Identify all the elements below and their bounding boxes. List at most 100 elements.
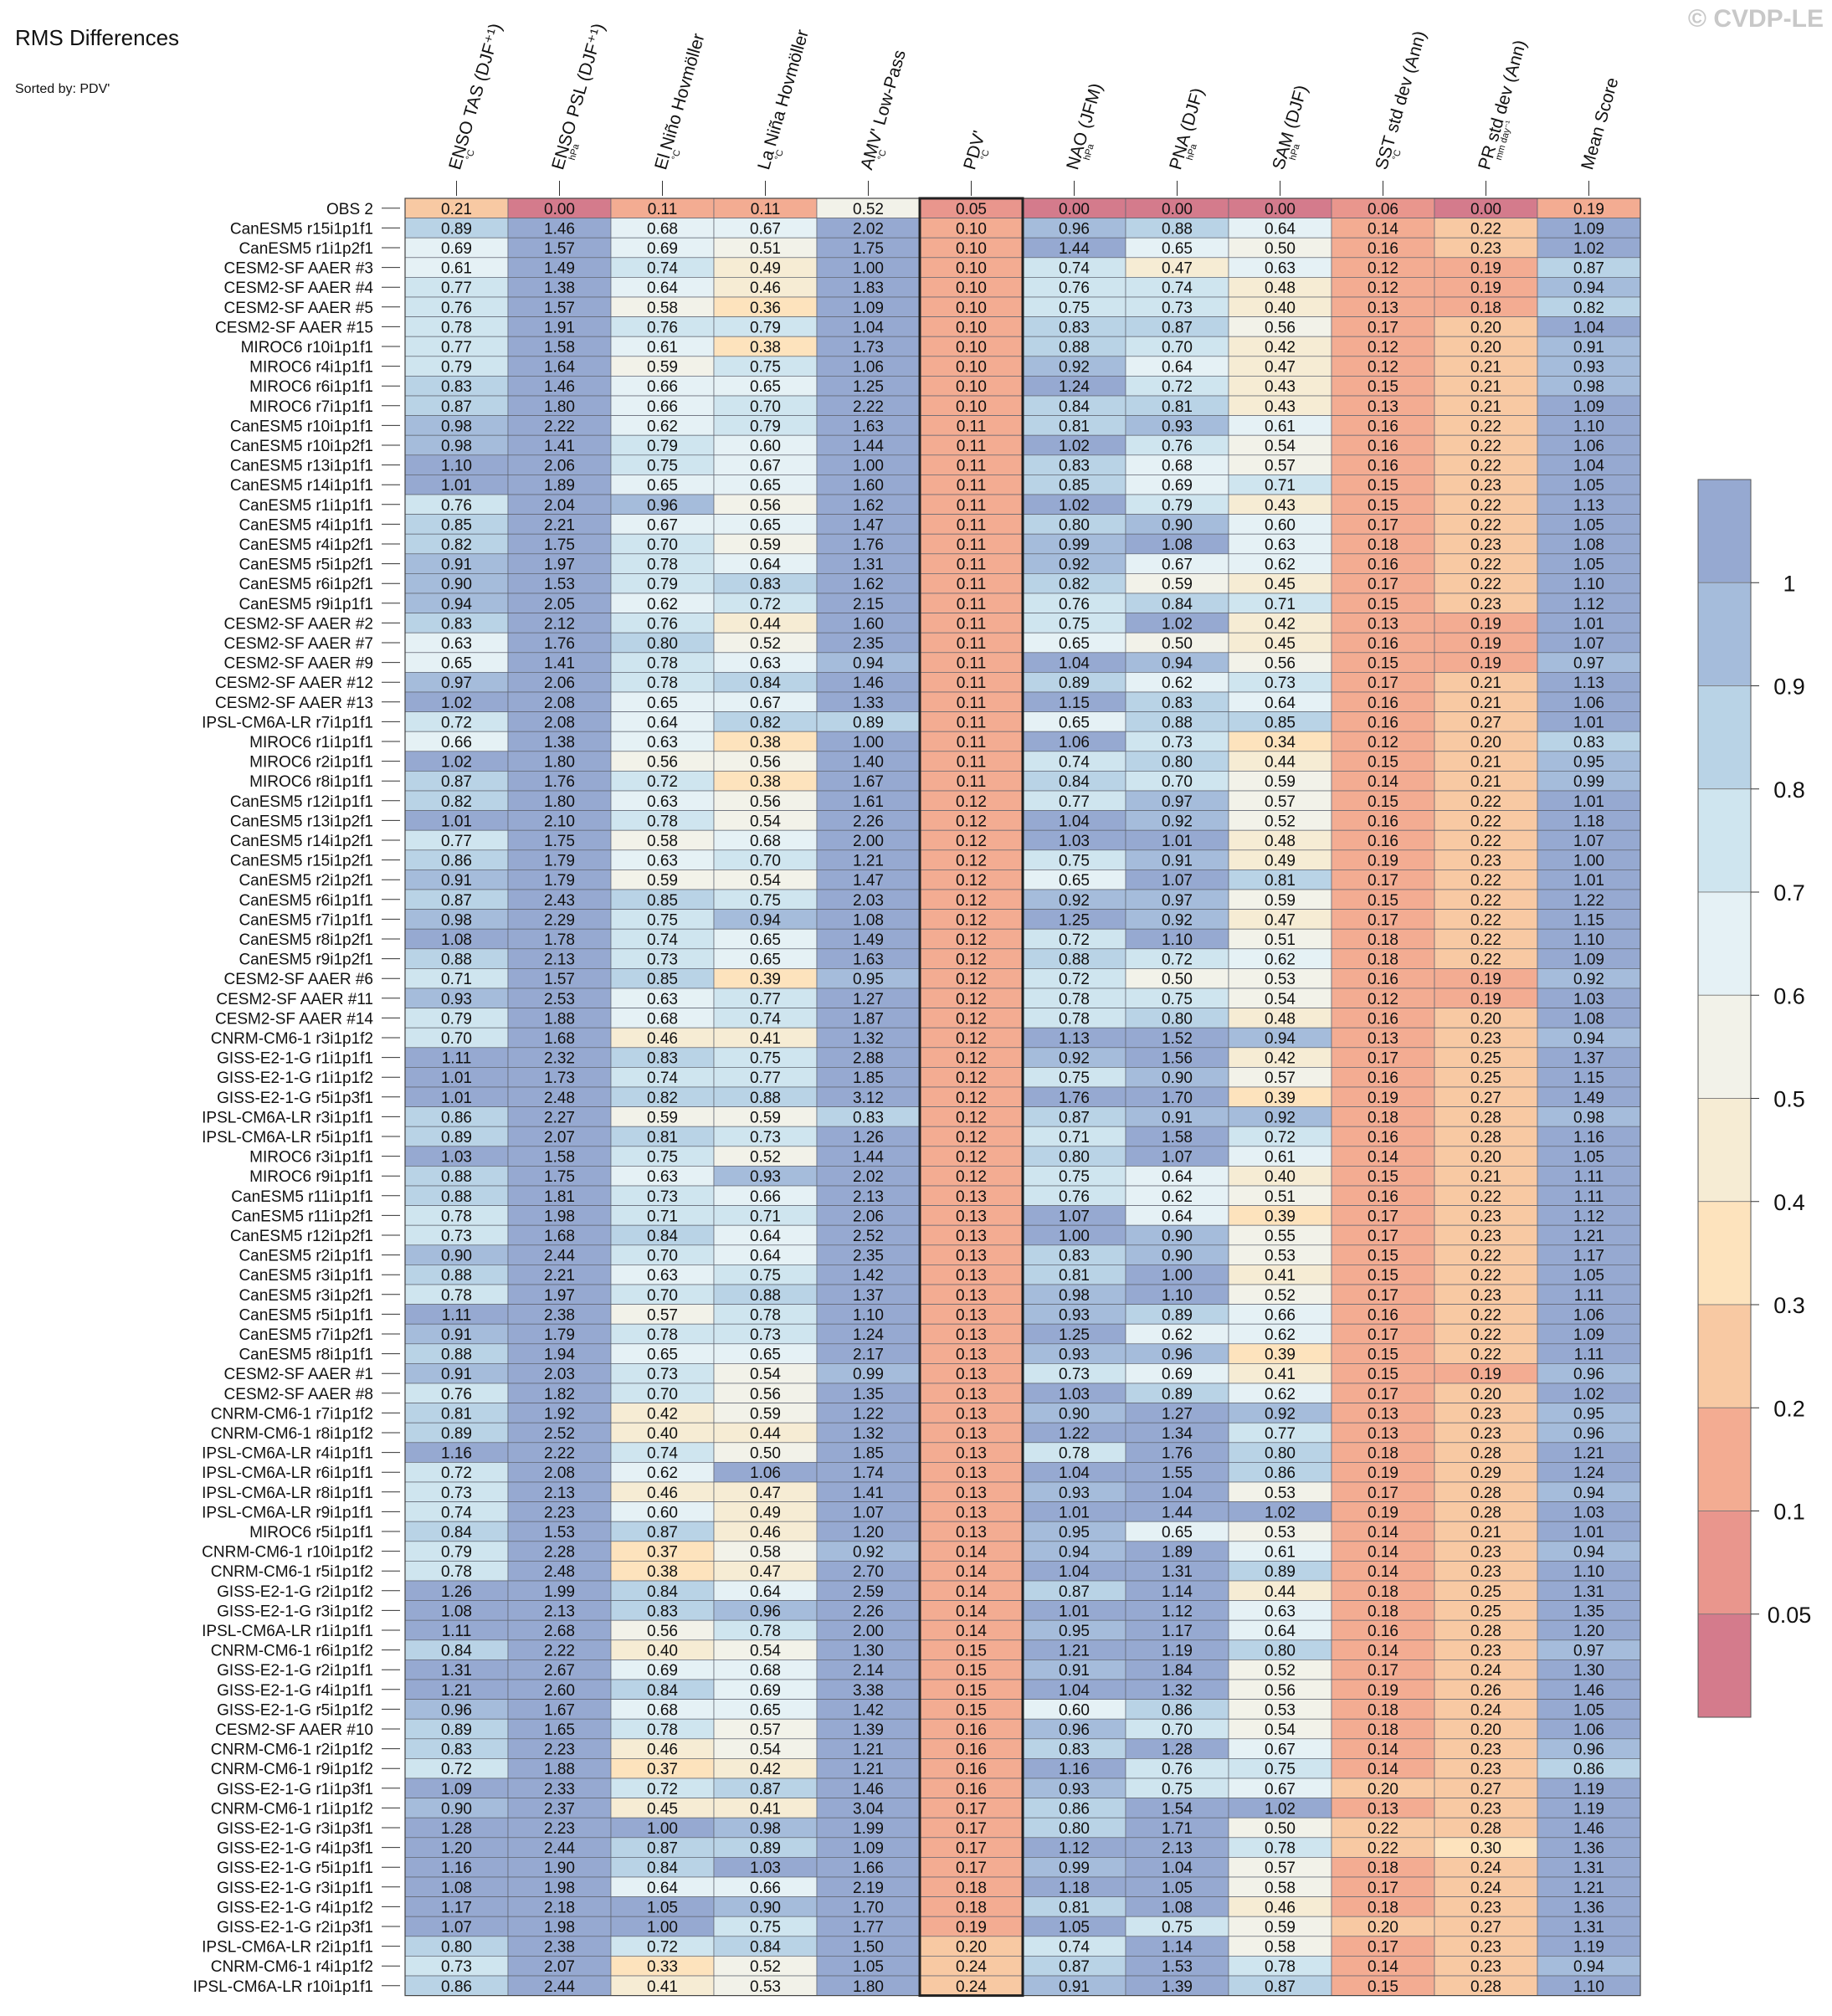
cell-value: 1.09 (1573, 952, 1604, 969)
cell-value: 1.02 (1573, 240, 1604, 258)
cell-value: 0.37 (647, 1761, 678, 1778)
cell-value: 0.10 (956, 378, 987, 396)
sorted-column-highlight (918, 197, 1024, 1998)
cell-value: 1.01 (1059, 1504, 1090, 1521)
colorbar-swatch (1697, 1304, 1752, 1408)
cell-value: 1.42 (853, 1701, 884, 1719)
cell-value: 2.13 (544, 1603, 575, 1620)
cell-value: 1.07 (1573, 635, 1604, 653)
cell-value: 1.58 (1162, 1129, 1193, 1147)
cell-value: 0.11 (957, 536, 987, 554)
cell-value: 0.72 (1059, 931, 1090, 949)
cell-value: 0.72 (441, 1761, 472, 1778)
cell-value: 0.12 (956, 1090, 987, 1107)
cell-value: 0.85 (647, 892, 678, 910)
cell-value: 0.16 (956, 1742, 987, 1759)
cell-value: 0.42 (1265, 1050, 1296, 1068)
cell-value: 0.84 (1162, 596, 1193, 613)
watermark: © CVDP-LE (1687, 5, 1824, 33)
cell-value: 2.44 (544, 1978, 575, 1996)
cell-value: 2.06 (544, 458, 575, 475)
cell-value: 0.38 (750, 773, 781, 791)
cell-value: 0.83 (441, 378, 472, 396)
cell-value: 0.59 (1162, 576, 1193, 593)
cell-value: 0.86 (1265, 1465, 1296, 1482)
cell-value: 0.16 (1368, 813, 1398, 830)
row-label: CanESM5 r15i1p1f1 (230, 220, 373, 238)
cell-value: 0.80 (1059, 1820, 1090, 1838)
cell-value: 0.79 (750, 319, 781, 336)
cell-value: 2.60 (544, 1682, 575, 1700)
column-unit: °C (1391, 149, 1404, 162)
cell-value: 1.17 (1162, 1623, 1193, 1640)
row-label: CESM2-SF AAER #6 (224, 971, 373, 988)
cell-value: 2.13 (544, 952, 575, 969)
cell-value: 0.84 (750, 1939, 781, 1957)
cell-value: 1.22 (1059, 1425, 1090, 1443)
cell-value: 0.74 (441, 1504, 472, 1521)
cell-value: 0.12 (956, 1149, 987, 1167)
cell-value: 1.76 (853, 536, 884, 554)
cell-value: 0.78 (1059, 1445, 1090, 1463)
cell-value: 0.12 (1368, 734, 1398, 752)
cell-value: 0.25 (1470, 1583, 1501, 1601)
cell-value: 0.18 (1368, 1860, 1398, 1877)
cell-value: 0.17 (1368, 1208, 1398, 1225)
cell-value: 0.87 (647, 1524, 678, 1541)
cell-value: 0.74 (750, 1010, 781, 1028)
cell-value: 0.94 (750, 911, 781, 929)
cell-value: 0.77 (1265, 1425, 1296, 1443)
cell-value: 0.28 (1470, 1504, 1501, 1521)
cell-value: 0.28 (1470, 1445, 1501, 1463)
cell-value: 0.70 (647, 1386, 678, 1403)
cell-value: 0.64 (647, 280, 678, 297)
cell-value: 1.00 (647, 1919, 678, 1936)
cell-value: 0.72 (647, 1939, 678, 1957)
cell-value: 0.46 (750, 1524, 781, 1541)
cell-value: 0.19 (1470, 280, 1501, 297)
cell-value: 1.07 (853, 1504, 884, 1521)
cell-value: 0.12 (956, 833, 987, 850)
row-label: CESM2-SF AAER #12 (215, 675, 373, 692)
cell-value: 0.78 (1265, 1840, 1296, 1858)
cell-value: 0.92 (1059, 557, 1090, 574)
cell-value: 0.72 (647, 773, 678, 791)
cell-value: 1.67 (853, 773, 884, 791)
cell-value: 2.52 (853, 1228, 884, 1245)
cell-value: 1.89 (544, 477, 575, 495)
cell-value: 1.08 (441, 931, 472, 949)
cell-value: 1.46 (544, 220, 575, 238)
cell-value: 1.73 (853, 339, 884, 357)
cell-value: 0.69 (750, 1682, 781, 1700)
cell-value: 0.75 (1059, 1168, 1090, 1186)
cell-value: 2.08 (544, 1465, 575, 1482)
cell-value: 0.77 (1059, 793, 1090, 811)
cell-value: 0.11 (957, 418, 987, 435)
cell-value: 0.59 (647, 359, 678, 377)
cell-value: 0.38 (750, 734, 781, 752)
colorbar-swatch (1697, 1098, 1752, 1203)
cell-value: 1.35 (1573, 1603, 1604, 1620)
cell-value: 1.75 (544, 1168, 575, 1186)
column-unit: hPa (1082, 142, 1096, 162)
cell-value: 1.21 (1573, 1228, 1604, 1245)
colorbar-swatch (1697, 1613, 1752, 1718)
cell-value: 0.30 (1470, 1840, 1501, 1858)
cell-value: 0.21 (1470, 1168, 1501, 1186)
cell-value: 0.24 (956, 1978, 987, 1996)
cell-value: 1.73 (544, 1070, 575, 1087)
cell-value: 1.04 (853, 319, 884, 336)
cell-value: 1.74 (853, 1465, 884, 1482)
cell-value: 0.11 (957, 458, 987, 475)
cell-value: 1.38 (544, 734, 575, 752)
cell-value: 0.70 (750, 853, 781, 870)
cell-value: 0.62 (1265, 557, 1296, 574)
cell-value: 2.07 (544, 1958, 575, 1976)
cell-value: 0.16 (1368, 438, 1398, 455)
cell-value: 0.12 (1368, 359, 1398, 377)
cell-value: 0.43 (1265, 497, 1296, 515)
row-label: IPSL-CM6A-LR r4i1p1f1 (202, 1445, 373, 1463)
cell-value: 1.19 (1573, 1800, 1604, 1818)
cell-value: 0.56 (750, 754, 781, 772)
cell-value: 1.97 (544, 1287, 575, 1305)
